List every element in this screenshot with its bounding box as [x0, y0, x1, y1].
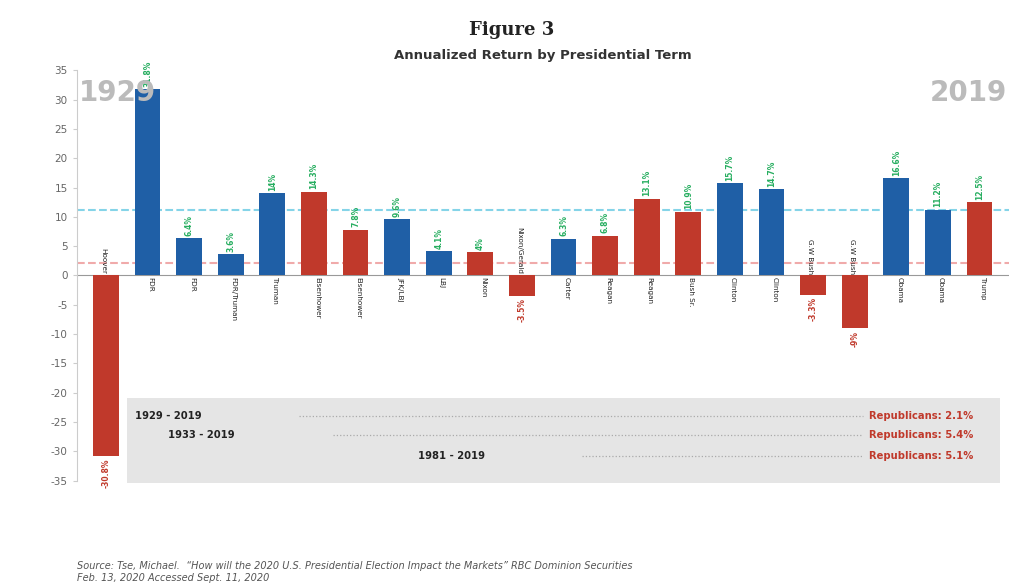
Text: Obama: Obama — [938, 277, 944, 303]
Text: 9.6%: 9.6% — [392, 196, 401, 217]
Text: Nixon/Gerald: Nixon/Gerald — [516, 227, 522, 274]
Bar — [134, 89, 161, 275]
Text: 4%: 4% — [476, 237, 484, 250]
Text: 31.8%: 31.8% — [143, 60, 152, 87]
Text: Reagan: Reagan — [647, 277, 652, 304]
Bar — [800, 275, 826, 295]
Bar — [551, 239, 577, 275]
Text: Truman: Truman — [272, 277, 279, 304]
Bar — [717, 183, 742, 275]
Text: 6.8%: 6.8% — [601, 212, 609, 233]
Bar — [93, 275, 119, 456]
Text: -3.3%: -3.3% — [809, 297, 817, 321]
Text: 16.6%: 16.6% — [892, 149, 901, 176]
Text: 10.9%: 10.9% — [684, 183, 693, 209]
Text: 3.6%: 3.6% — [226, 231, 236, 252]
Text: Source: Tse, Michael.  “How will the 2020 U.S. Presidential Election Impact the : Source: Tse, Michael. “How will the 2020… — [77, 561, 632, 583]
Bar — [509, 275, 535, 296]
Bar — [218, 254, 244, 275]
Bar — [343, 230, 369, 275]
Bar — [426, 251, 452, 275]
Text: G.W Bush: G.W Bush — [807, 239, 813, 274]
Text: 12.5%: 12.5% — [975, 173, 984, 200]
Text: 7.8%: 7.8% — [351, 206, 360, 227]
Text: FDR: FDR — [189, 277, 196, 292]
Bar — [176, 238, 202, 275]
Bar — [301, 192, 327, 275]
Text: Annualized Return by Presidential Term: Annualized Return by Presidential Term — [394, 49, 691, 62]
Text: Figure 3: Figure 3 — [469, 21, 555, 39]
Text: Carter: Carter — [563, 277, 569, 300]
Text: Republicans: 2.1%: Republicans: 2.1% — [869, 411, 974, 421]
Text: 6.4%: 6.4% — [184, 214, 194, 236]
Bar — [925, 210, 951, 275]
Bar — [884, 178, 909, 275]
Text: 11.2%: 11.2% — [934, 181, 942, 207]
Text: Republicans: 5.1%: Republicans: 5.1% — [869, 451, 974, 461]
Text: Obama: Obama — [896, 277, 902, 303]
Text: JFK/LBJ: JFK/LBJ — [397, 277, 403, 302]
Text: 4.1%: 4.1% — [434, 228, 443, 249]
Text: 13.1%: 13.1% — [642, 170, 651, 196]
Bar — [592, 236, 618, 275]
Text: -3.5%: -3.5% — [517, 298, 526, 322]
Text: 15.7%: 15.7% — [725, 155, 734, 181]
Text: 14%: 14% — [268, 173, 276, 191]
Text: 14.3%: 14.3% — [309, 163, 318, 189]
Text: 1929 - 2019: 1929 - 2019 — [135, 411, 202, 421]
Bar — [634, 199, 659, 275]
Text: Republicans: 5.4%: Republicans: 5.4% — [869, 430, 974, 440]
Text: Bush Sr.: Bush Sr. — [688, 277, 694, 306]
Text: Eisenhower: Eisenhower — [314, 277, 319, 319]
Text: Nixon: Nixon — [480, 277, 486, 298]
Text: Hoover: Hoover — [100, 248, 105, 274]
Bar — [676, 212, 701, 275]
Bar — [842, 275, 867, 328]
Bar — [967, 202, 992, 275]
Text: 2019: 2019 — [930, 79, 1007, 107]
Bar — [467, 252, 494, 275]
Bar — [384, 219, 410, 275]
Text: 1929: 1929 — [79, 79, 156, 107]
FancyBboxPatch shape — [127, 398, 1000, 483]
Text: 1981 - 2019: 1981 - 2019 — [418, 451, 485, 461]
Text: Clinton: Clinton — [730, 277, 736, 302]
Bar — [759, 189, 784, 275]
Text: LBJ: LBJ — [438, 277, 444, 288]
Text: Eisenhower: Eisenhower — [355, 277, 361, 319]
Text: Reagan: Reagan — [605, 277, 611, 304]
Text: 6.3%: 6.3% — [559, 215, 568, 236]
Text: Clinton: Clinton — [771, 277, 777, 302]
Text: G.W Bush: G.W Bush — [849, 239, 855, 274]
Text: FDR: FDR — [147, 277, 154, 292]
Text: -9%: -9% — [850, 331, 859, 346]
Text: FDR/Truman: FDR/Truman — [230, 277, 237, 321]
Text: 14.7%: 14.7% — [767, 161, 776, 187]
Text: -30.8%: -30.8% — [101, 458, 111, 488]
Bar — [259, 193, 286, 275]
Text: 1933 - 2019: 1933 - 2019 — [168, 430, 234, 440]
Text: Trump: Trump — [980, 277, 985, 299]
